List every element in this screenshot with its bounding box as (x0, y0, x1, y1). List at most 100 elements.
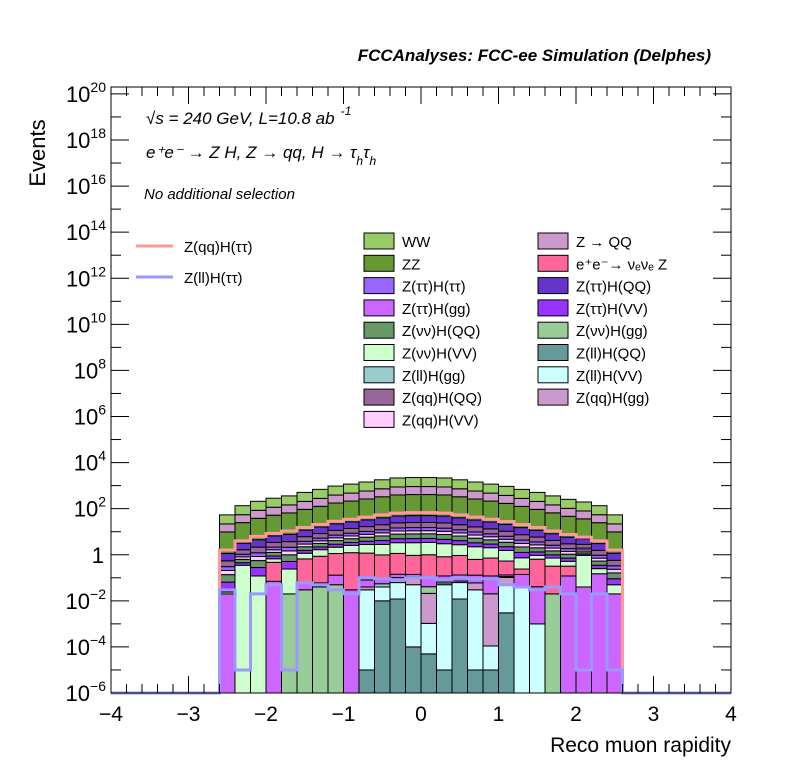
legend-swatch (363, 321, 395, 339)
bar-12-8 (343, 527, 360, 534)
bar-12-5 (296, 536, 313, 542)
axis-ticks (110, 87, 732, 694)
x-tick-labels: −4 −3 −2 −1 0 1 2 3 4 (99, 703, 737, 726)
legend-label: Z(ll)H(QQ) (576, 346, 646, 363)
bar-13-24 (591, 543, 608, 551)
bar-3-18 (498, 577, 515, 585)
bar-0-11 (389, 598, 406, 694)
bar-7-6 (312, 549, 329, 557)
bar-13-23 (575, 538, 592, 545)
bar-15-12 (405, 486, 422, 496)
bar-7-3 (265, 558, 282, 563)
bar-5-0 (219, 593, 236, 694)
bar-7-7 (327, 546, 344, 555)
bar-16-25 (606, 514, 623, 525)
bar-13-21 (544, 533, 561, 541)
y-tick-exponent: 2 (98, 494, 106, 510)
bar-16-1 (234, 505, 251, 516)
bar-13-22 (560, 536, 577, 545)
bar-12-13 (420, 522, 437, 529)
legend-swatch (537, 232, 569, 250)
bar-12-16 (467, 526, 484, 533)
bar-12-12 (405, 522, 422, 529)
legend-swatch (363, 232, 395, 250)
y-tick-base: 10 (66, 681, 90, 706)
legend-swatch (363, 277, 395, 295)
bar-3-16 (467, 582, 484, 591)
x-tick-label: −2 (254, 703, 278, 726)
bar-6-22 (560, 565, 577, 577)
bar-16-17 (482, 483, 499, 494)
bar-6-10 (374, 554, 391, 580)
legend-label: Z(ττ)H(VV) (576, 301, 648, 318)
bar-16-15 (451, 479, 468, 490)
bar-15-16 (467, 490, 484, 500)
chart-title: FCCAnalyses: FCC-ee Simulation (Delphes) (358, 46, 712, 65)
bar-16-7 (327, 485, 344, 496)
bar-7-13 (420, 542, 437, 556)
bar-6-8 (343, 552, 360, 591)
bar-8-17 (482, 543, 499, 549)
bar-13-12 (405, 515, 422, 524)
bar-15-1 (234, 514, 251, 524)
legend-line-label: Z(ll)H(ττ) (184, 270, 243, 287)
bar-9-14 (436, 534, 453, 540)
bar-6-19 (513, 568, 530, 575)
bar-9-25 (606, 572, 623, 580)
y-tick-exponent: 10 (90, 309, 106, 325)
y-tick-labels: 10−610−410−21102104106108101010121014101… (66, 79, 107, 706)
bar-16-0 (219, 514, 236, 525)
bar-16-9 (358, 481, 375, 492)
bar-1-11 (389, 582, 406, 600)
bar-12-21 (544, 539, 561, 546)
bar-13-4 (281, 533, 298, 543)
bar-12-6 (312, 533, 329, 539)
bar-10-19 (513, 542, 530, 548)
bar-12-22 (560, 543, 577, 550)
legend-swatch (363, 254, 395, 272)
bar-16-11 (389, 477, 406, 488)
bar-7-15 (451, 544, 468, 556)
bar-16-16 (467, 481, 484, 492)
bar-15-19 (513, 497, 530, 507)
bar-11-4 (281, 546, 298, 552)
legend-swatch (363, 366, 395, 384)
svg-text:√s = 240 GeV, L=10.8 ab-1: √s = 240 GeV, L=10.8 ab -1 (146, 104, 351, 128)
bar-12-9 (358, 526, 375, 532)
bar-9-11 (389, 533, 406, 540)
legend-swatch (537, 299, 569, 317)
bar-5-9 (358, 579, 375, 588)
bar-9-1 (234, 558, 251, 564)
bar-15-6 (312, 497, 329, 507)
bar-13-25 (606, 552, 623, 561)
bar-9-9 (358, 536, 375, 542)
bar-6-3 (265, 561, 282, 582)
bar-15-23 (575, 510, 592, 520)
bar-5-7 (327, 574, 344, 586)
x-tick-label: −1 (332, 703, 356, 726)
bar-9-7 (327, 540, 344, 545)
bar-15-18 (498, 494, 515, 504)
bar-10-4 (281, 550, 298, 556)
bar-15-15 (451, 488, 468, 498)
bar-16-19 (513, 488, 530, 499)
bar-1-9 (358, 589, 375, 671)
bar-9-24 (591, 560, 608, 566)
y-tick-label: 108 (74, 355, 106, 383)
bar-6-20 (529, 558, 546, 588)
bar-7-18 (498, 549, 515, 562)
bar-9-0 (219, 574, 236, 583)
bar-8-13 (420, 537, 437, 544)
bar-1-17 (482, 645, 499, 671)
bar-7-8 (343, 544, 360, 554)
bar-15-25 (606, 523, 623, 533)
bar-13-6 (312, 526, 329, 535)
bar-1-14 (436, 584, 453, 671)
bar-12-4 (281, 541, 298, 548)
bar-3-17 (482, 593, 499, 647)
bar-9-20 (529, 547, 546, 553)
bar-13-16 (467, 519, 484, 528)
bar-6-16 (467, 558, 484, 576)
bar-12-11 (389, 522, 406, 529)
bar-8-15 (451, 540, 468, 546)
